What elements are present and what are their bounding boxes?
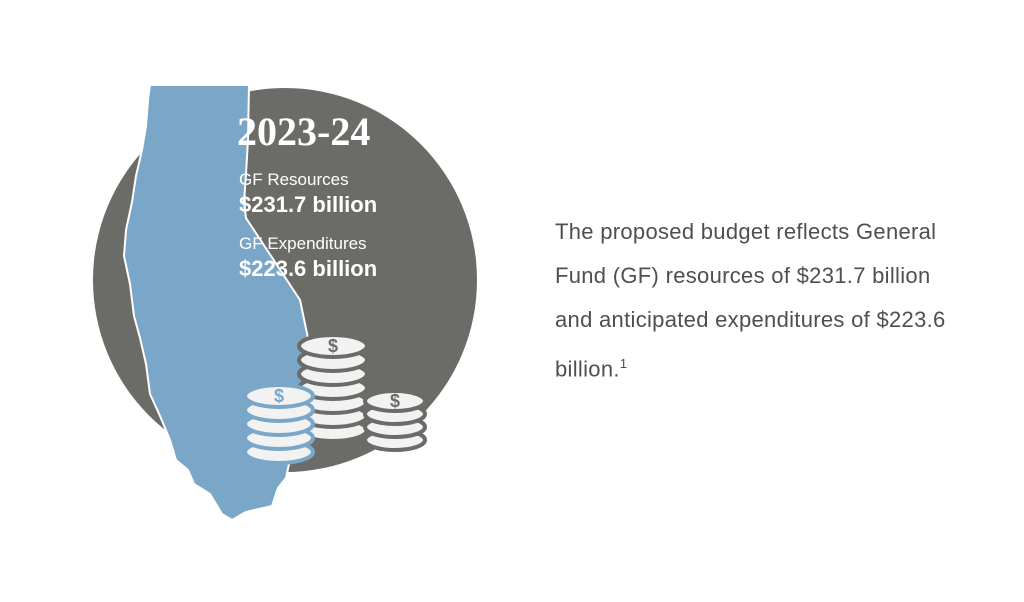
budget-description-text: The proposed budget reflects General Fun… xyxy=(555,219,946,381)
svg-text:$: $ xyxy=(274,386,284,406)
fiscal-year: 2023-24 xyxy=(237,108,370,155)
expenditures-label: GF Expenditures xyxy=(239,234,367,254)
budget-description: The proposed budget reflects General Fun… xyxy=(555,210,965,391)
coin-stacks-icon: $ $ $ xyxy=(233,300,433,470)
footnote-marker: 1 xyxy=(620,356,628,371)
resources-label: GF Resources xyxy=(239,170,349,190)
svg-text:$: $ xyxy=(390,391,400,411)
svg-text:$: $ xyxy=(328,336,338,356)
infographic-stage: 2023-24 GF Resources $231.7 billion GF E… xyxy=(0,0,1024,602)
resources-value: $231.7 billion xyxy=(239,192,377,218)
expenditures-value: $223.6 billion xyxy=(239,256,377,282)
